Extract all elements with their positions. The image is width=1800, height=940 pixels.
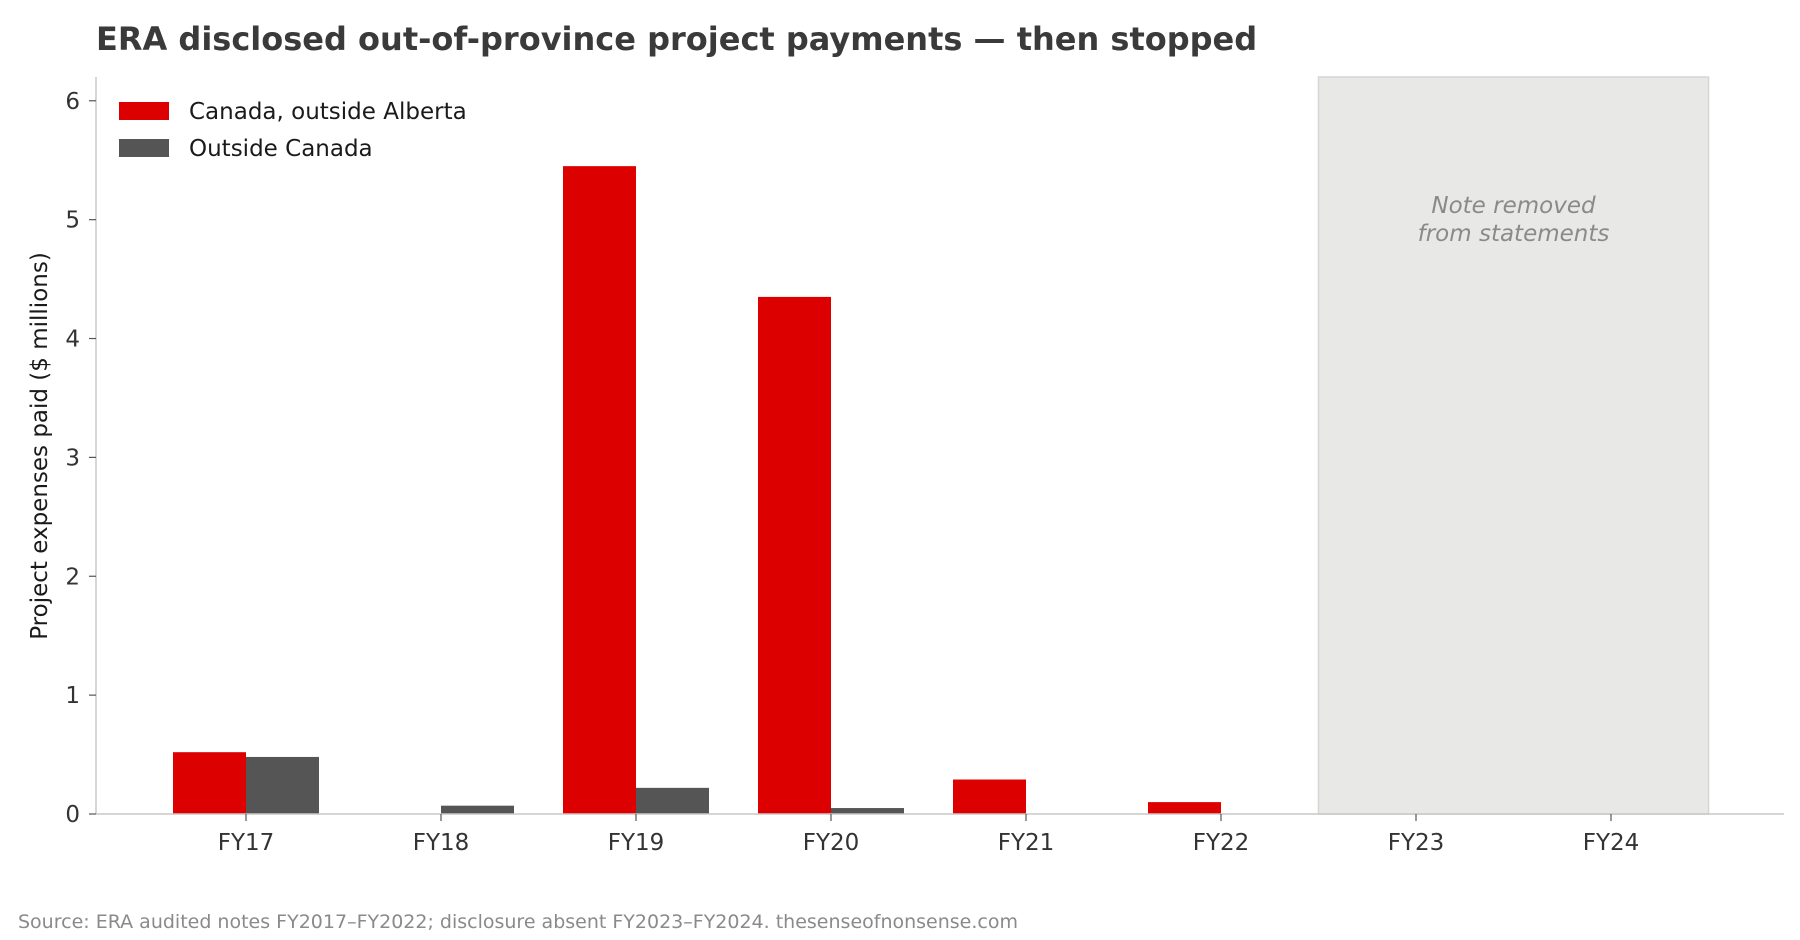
shaded-region-label: Note removed [1431,193,1596,219]
x-tick-label: FY24 [1583,830,1640,856]
y-tick-label: 1 [65,683,80,709]
x-tick-label: FY22 [1193,830,1250,856]
y-tick-label: 4 [65,327,80,353]
x-tick-label: FY17 [218,830,275,856]
bar-outside-canada-fy18 [441,805,514,814]
bar-canada-outside-alberta-fy17 [173,752,246,814]
legend-label: Canada, outside Alberta [189,99,467,125]
chart-title: ERA disclosed out-of-province project pa… [96,20,1257,58]
y-tick-label: 5 [65,208,80,234]
y-tick-label: 6 [65,89,80,115]
legend-label: Outside Canada [189,136,373,162]
shaded-region [1317,76,1710,815]
bar-canada-outside-alberta-fy22 [1148,802,1221,814]
y-tick-label: 3 [65,445,80,471]
bar-outside-canada-fy19 [636,787,709,814]
y-tick-label: 2 [65,564,80,590]
bar-canada-outside-alberta-fy21 [953,779,1026,814]
y-axis-label: Project expenses paid ($ millions) [27,252,53,640]
bar-outside-canada-fy20 [831,808,904,814]
legend-swatch [119,139,169,157]
bar-canada-outside-alberta-fy20 [758,296,831,815]
x-tick-label: FY19 [608,830,665,856]
x-tick-label: FY18 [413,830,470,856]
y-tick-label: 0 [65,802,80,828]
x-tick-label: FY20 [803,830,860,856]
x-tick-label: FY23 [1388,830,1445,856]
source-note: Source: ERA audited notes FY2017–FY2022;… [18,911,1018,933]
bar-canada-outside-alberta-fy19 [563,166,636,815]
shaded-region-label: from statements [1418,221,1610,247]
x-tick-label: FY21 [998,830,1055,856]
legend-swatch [119,102,169,120]
bar-outside-canada-fy17 [246,756,319,814]
